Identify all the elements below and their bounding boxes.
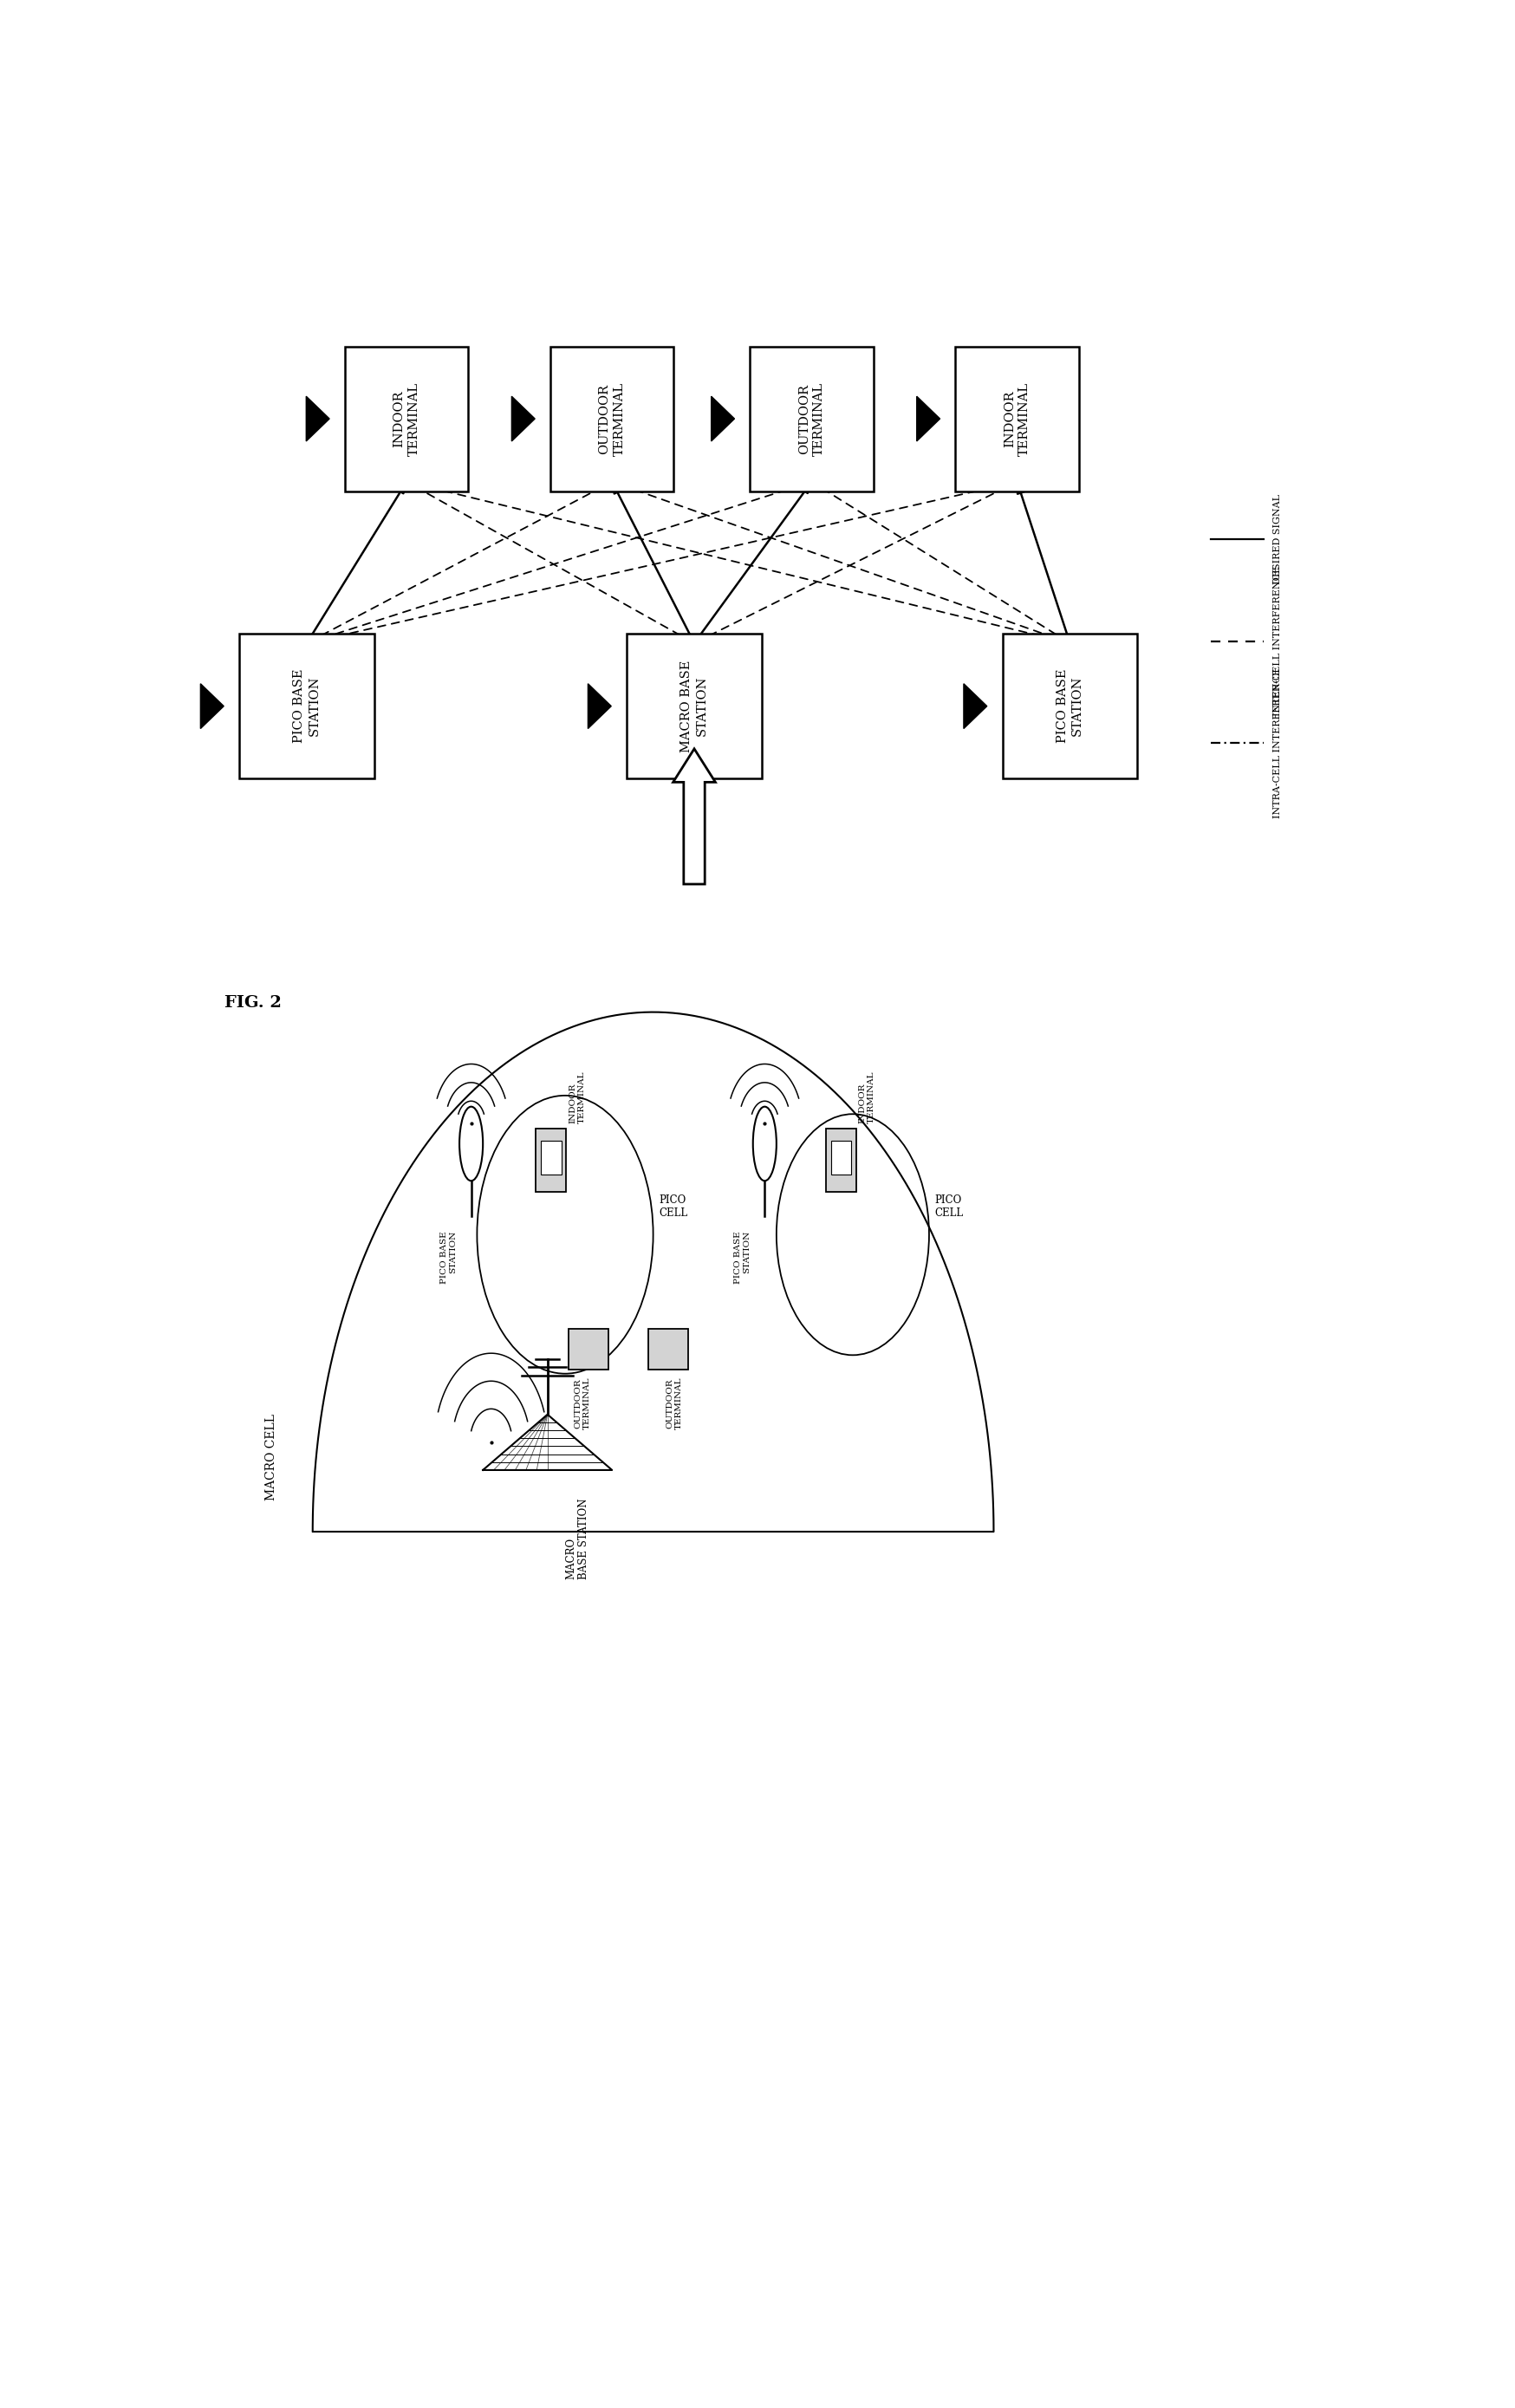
Text: PICO BASE
STATION: PICO BASE STATION: [1056, 669, 1083, 744]
Text: OUTDOOR
TERMINAL: OUTDOOR TERMINAL: [667, 1377, 683, 1430]
Text: INDOOR
TERMINAL: INDOOR TERMINAL: [392, 383, 420, 455]
Text: PICO BASE
STATION: PICO BASE STATION: [733, 1230, 750, 1283]
Text: MACRO BASE
STATION: MACRO BASE STATION: [680, 660, 708, 751]
Text: PICO BASE
STATION: PICO BASE STATION: [441, 1230, 458, 1283]
Text: INDOOR
TERMINAL: INDOOR TERMINAL: [568, 1072, 585, 1122]
Polygon shape: [917, 397, 939, 441]
Ellipse shape: [459, 1108, 483, 1180]
Text: INTER-CELL INTERFERENCE: INTER-CELL INTERFERENCE: [1273, 566, 1282, 715]
Polygon shape: [200, 684, 224, 730]
FancyArrow shape: [673, 749, 715, 884]
FancyBboxPatch shape: [830, 1141, 851, 1175]
Polygon shape: [711, 397, 735, 441]
Text: PICO BASE
STATION: PICO BASE STATION: [294, 669, 320, 744]
Text: INTRA-CELL INTERFERENCE: INTRA-CELL INTERFERENCE: [1273, 667, 1282, 819]
FancyBboxPatch shape: [541, 1141, 561, 1175]
FancyBboxPatch shape: [568, 1329, 609, 1370]
FancyBboxPatch shape: [536, 1129, 567, 1192]
FancyBboxPatch shape: [648, 1329, 688, 1370]
FancyBboxPatch shape: [956, 347, 1079, 491]
Text: INDOOR
TERMINAL: INDOOR TERMINAL: [1003, 383, 1030, 455]
Text: PICO
CELL: PICO CELL: [935, 1194, 964, 1218]
Polygon shape: [588, 684, 611, 730]
Text: MACRO CELL: MACRO CELL: [265, 1413, 277, 1500]
FancyBboxPatch shape: [345, 347, 468, 491]
FancyBboxPatch shape: [750, 347, 873, 491]
FancyBboxPatch shape: [239, 633, 374, 778]
Text: MACRO
BASE STATION: MACRO BASE STATION: [565, 1498, 589, 1580]
Text: FIG. 2: FIG. 2: [224, 995, 282, 1011]
Text: OUTDOOR
TERMINAL: OUTDOOR TERMINAL: [598, 383, 626, 455]
Polygon shape: [964, 684, 986, 730]
Text: OUTDOOR
TERMINAL: OUTDOOR TERMINAL: [798, 383, 826, 455]
FancyBboxPatch shape: [550, 347, 674, 491]
FancyBboxPatch shape: [826, 1129, 856, 1192]
FancyBboxPatch shape: [1003, 633, 1138, 778]
Polygon shape: [512, 397, 535, 441]
Text: PICO
CELL: PICO CELL: [659, 1194, 688, 1218]
Polygon shape: [306, 397, 329, 441]
FancyBboxPatch shape: [627, 633, 762, 778]
Text: DESIRED SIGNAL: DESIRED SIGNAL: [1273, 494, 1282, 585]
Text: OUTDOOR
TERMINAL: OUTDOOR TERMINAL: [574, 1377, 591, 1430]
Text: INDOOR
TERMINAL: INDOOR TERMINAL: [859, 1072, 876, 1122]
Ellipse shape: [753, 1108, 777, 1180]
